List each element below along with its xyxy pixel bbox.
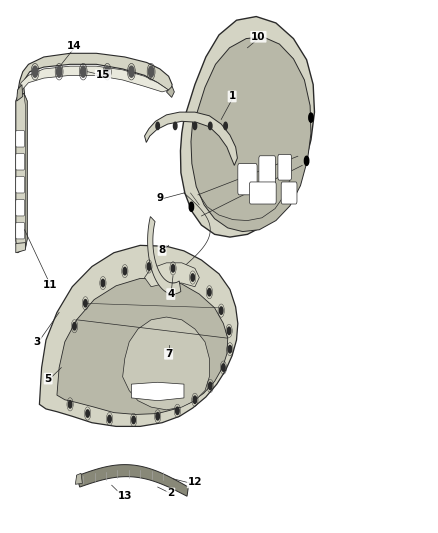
Text: 1: 1 — [229, 92, 236, 101]
Text: 7: 7 — [165, 349, 172, 359]
Polygon shape — [131, 382, 184, 401]
Circle shape — [227, 327, 231, 335]
Circle shape — [208, 382, 212, 390]
Circle shape — [81, 66, 86, 77]
FancyBboxPatch shape — [278, 155, 292, 180]
Circle shape — [108, 415, 111, 423]
Polygon shape — [145, 263, 199, 287]
Polygon shape — [148, 216, 181, 294]
FancyBboxPatch shape — [16, 222, 25, 239]
Text: 3: 3 — [34, 337, 41, 347]
Circle shape — [173, 122, 177, 130]
Text: 13: 13 — [117, 491, 132, 501]
Text: 14: 14 — [67, 41, 82, 51]
Circle shape — [208, 288, 211, 296]
Polygon shape — [57, 278, 228, 415]
Circle shape — [309, 113, 313, 122]
Text: 11: 11 — [43, 280, 58, 290]
Text: 2: 2 — [167, 488, 174, 498]
Polygon shape — [145, 112, 237, 165]
Polygon shape — [123, 317, 209, 410]
Circle shape — [224, 122, 227, 130]
Circle shape — [132, 416, 135, 424]
Polygon shape — [17, 85, 23, 101]
Circle shape — [304, 156, 309, 165]
Polygon shape — [18, 53, 172, 94]
Circle shape — [73, 322, 76, 330]
Circle shape — [148, 66, 154, 77]
FancyBboxPatch shape — [238, 164, 257, 195]
Text: 5: 5 — [45, 374, 52, 384]
Text: 8: 8 — [159, 245, 166, 255]
Circle shape — [32, 66, 38, 77]
FancyBboxPatch shape — [281, 182, 297, 204]
FancyBboxPatch shape — [16, 176, 25, 193]
Circle shape — [208, 122, 212, 130]
Circle shape — [156, 413, 159, 420]
Circle shape — [176, 407, 179, 415]
Polygon shape — [24, 94, 27, 248]
FancyBboxPatch shape — [16, 154, 25, 170]
FancyBboxPatch shape — [259, 156, 276, 184]
Circle shape — [191, 274, 194, 281]
FancyBboxPatch shape — [16, 199, 25, 216]
Circle shape — [189, 202, 194, 212]
Circle shape — [57, 66, 62, 77]
Polygon shape — [166, 86, 174, 98]
Polygon shape — [180, 17, 314, 237]
Polygon shape — [39, 245, 238, 426]
Circle shape — [123, 268, 127, 275]
Circle shape — [219, 307, 223, 314]
Polygon shape — [191, 37, 311, 231]
Circle shape — [105, 66, 110, 77]
Circle shape — [68, 401, 72, 408]
Circle shape — [193, 122, 197, 130]
Circle shape — [222, 364, 225, 372]
Circle shape — [101, 279, 105, 287]
Text: 12: 12 — [187, 478, 202, 488]
Polygon shape — [18, 66, 169, 94]
Text: 4: 4 — [167, 289, 174, 299]
FancyBboxPatch shape — [250, 182, 276, 204]
Circle shape — [193, 396, 197, 403]
Polygon shape — [75, 473, 82, 484]
Circle shape — [156, 122, 159, 130]
Circle shape — [228, 345, 232, 353]
Circle shape — [171, 265, 175, 272]
FancyBboxPatch shape — [16, 131, 25, 147]
Circle shape — [86, 410, 89, 417]
Polygon shape — [16, 94, 27, 253]
Text: 15: 15 — [95, 70, 110, 80]
Circle shape — [84, 300, 87, 307]
Circle shape — [129, 66, 134, 77]
Text: 9: 9 — [156, 192, 163, 203]
Polygon shape — [16, 243, 25, 253]
Text: 10: 10 — [251, 32, 266, 42]
Circle shape — [147, 263, 151, 270]
Polygon shape — [77, 465, 188, 496]
